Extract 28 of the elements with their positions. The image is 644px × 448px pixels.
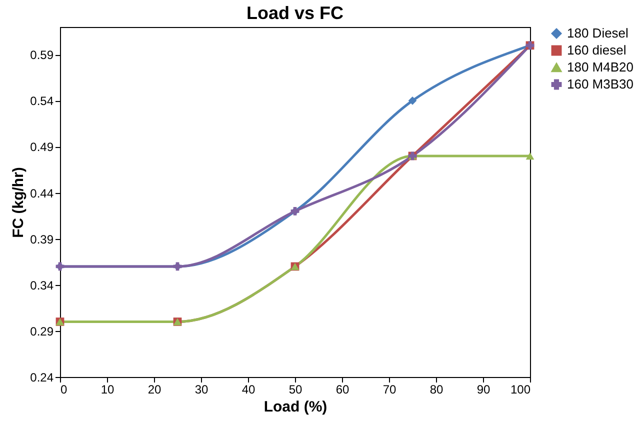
x-tick-label: 20 [148,382,162,396]
x-axis-title: Load (%) [264,398,328,416]
x-tick-label: 0 [60,382,68,396]
x-tick-label: 80 [430,382,444,396]
legend-label: 180 M4B20 [567,60,634,74]
y-tick-label: 0.44 [30,186,54,200]
x-tick-label: 70 [382,382,396,396]
legend-label: 180 Diesel [567,26,629,40]
y-tick-label: 0.54 [30,94,54,108]
y-tick-label: 0.29 [30,324,54,338]
chart-title: Load vs FC [246,3,344,23]
y-axis-title: FC (kg/hr) [10,167,28,238]
x-tick-label: 30 [194,382,208,396]
x-tick-label: 40 [242,382,256,396]
x-tick-label: 50 [288,382,302,396]
point [526,152,534,160]
x-tick-label: 10 [100,382,114,396]
y-tick-label: 0.39 [30,232,54,246]
legend-label: 160 diesel [567,42,626,58]
x-tick-label: 90 [476,382,490,396]
y-tick-label: 0.49 [30,140,54,154]
y-tick-label: 0.24 [30,370,54,384]
legend-label: 160 M3B30 [567,76,634,92]
x-tick-label: 60 [336,382,350,396]
x-tick-label: 100 [510,382,531,396]
y-tick-label: 0.59 [30,48,54,62]
point [408,96,417,105]
y-tick-label: 0.34 [30,278,54,292]
